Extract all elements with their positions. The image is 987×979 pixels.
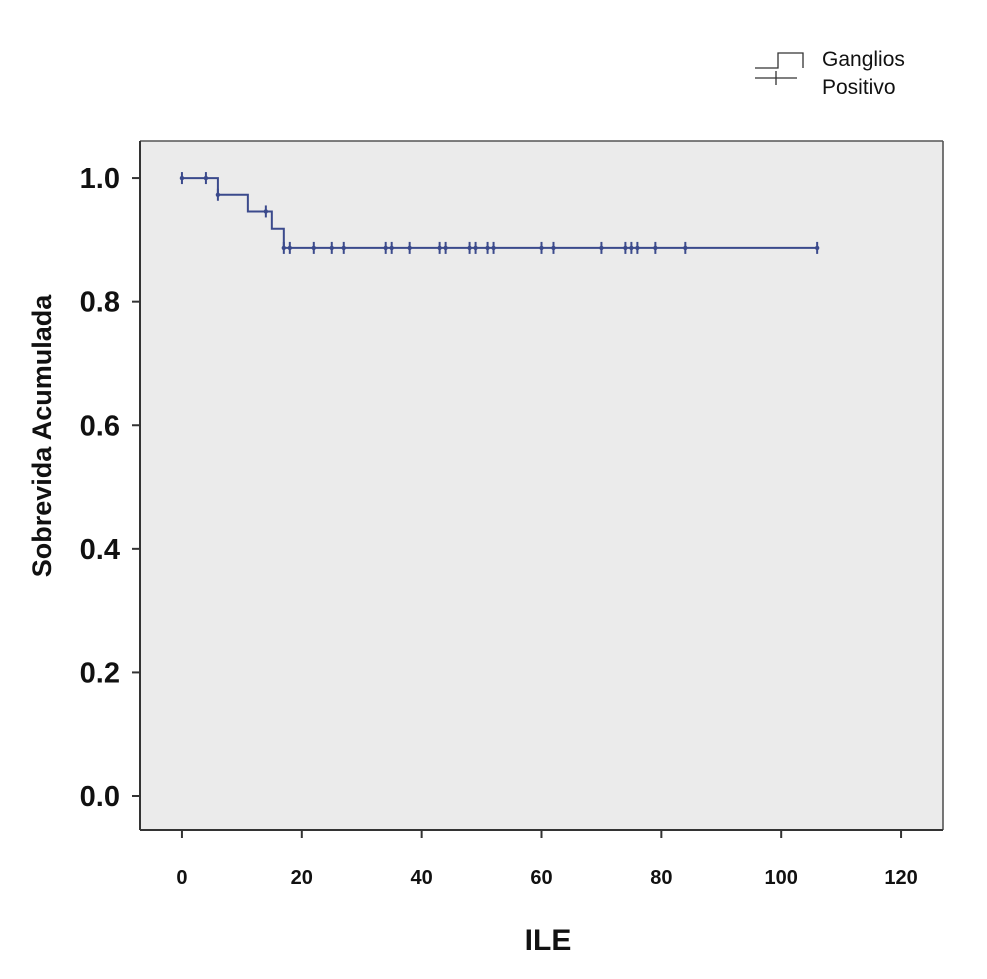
x-tick-label: 20 xyxy=(291,867,313,889)
censor-dot xyxy=(287,245,293,251)
x-tick-label: 80 xyxy=(650,867,672,889)
x-ticks: 0 20 40 60 80 100 120 xyxy=(176,830,918,889)
y-tick-label: 0.6 xyxy=(80,410,120,442)
censor-dot xyxy=(599,245,604,251)
x-tick-label: 60 xyxy=(530,867,552,889)
censor-dot xyxy=(814,245,820,251)
y-tick-label: 0.4 xyxy=(80,534,120,566)
censor-dot xyxy=(629,245,634,251)
censor-dot xyxy=(551,245,556,251)
censor-dot xyxy=(281,245,287,251)
y-tick-label: 0.0 xyxy=(80,781,120,813)
censor-dot xyxy=(467,245,472,251)
legend-label-line1: Ganglios xyxy=(822,48,905,71)
x-axis-title: ILE xyxy=(525,924,572,957)
x-tick-label: 0 xyxy=(176,867,187,889)
censor-dot xyxy=(437,245,442,251)
censor-dot xyxy=(203,175,209,181)
y-ticks: 0.0 0.2 0.4 0.6 0.8 1.0 xyxy=(80,163,140,813)
y-tick-label: 1.0 xyxy=(80,163,120,195)
x-tick-label: 120 xyxy=(884,867,917,889)
series-layer xyxy=(179,172,820,254)
censor-dot xyxy=(623,245,628,251)
legend: Ganglios Positivo xyxy=(755,48,905,99)
censor-dot xyxy=(485,245,490,251)
censor-dot xyxy=(473,245,478,251)
y-tick-label: 0.2 xyxy=(80,657,120,689)
y-tick-label: 0.8 xyxy=(80,287,120,319)
censor-dot xyxy=(329,245,334,251)
censor-dot xyxy=(341,245,346,251)
x-tick-label: 100 xyxy=(765,867,798,889)
censor-dot xyxy=(215,192,221,197)
censor-dot xyxy=(491,245,496,251)
censor-dot xyxy=(539,245,544,251)
censor-dot xyxy=(383,245,388,251)
censor-dot xyxy=(653,245,658,251)
censor-dot xyxy=(635,245,640,251)
censor-dot xyxy=(443,245,448,251)
legend-label-line2: Positivo xyxy=(822,76,896,99)
x-tick-label: 40 xyxy=(411,867,433,889)
censor-dot xyxy=(389,245,394,251)
censor-dot xyxy=(407,245,412,251)
censor-dot xyxy=(311,245,316,251)
censor-dot xyxy=(683,245,688,251)
censor-dot xyxy=(179,175,185,181)
survival-step-line xyxy=(181,177,818,249)
y-axis-title: Sobrevida Acumulada xyxy=(27,294,57,578)
plot-background xyxy=(140,141,943,830)
legend-step-symbol xyxy=(755,52,804,69)
censor-dot xyxy=(263,209,269,214)
